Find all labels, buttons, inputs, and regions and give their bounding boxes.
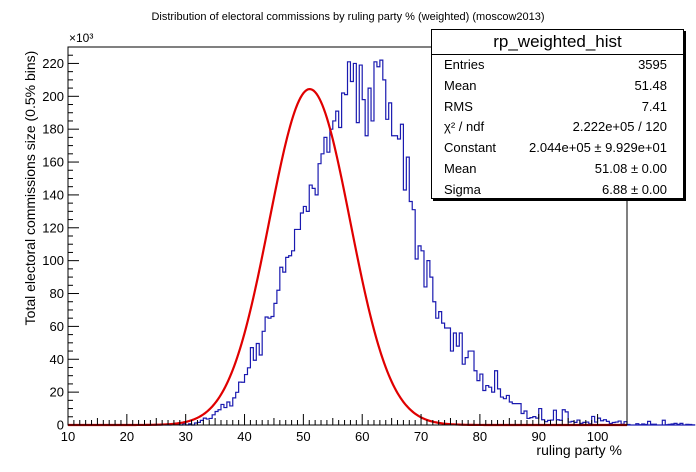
x-tick-label: 80 (473, 429, 487, 444)
stats-label: RMS (444, 98, 473, 114)
y-tick-label: 80 (50, 286, 64, 301)
x-tick-label: 60 (355, 429, 369, 444)
stats-label: Mean (444, 160, 477, 176)
y-tick-label: 0 (57, 418, 64, 433)
x-axis-label: ruling party % (536, 442, 622, 458)
stats-label: Mean (444, 77, 477, 93)
stats-box-title: rp_weighted_hist (432, 30, 683, 55)
stats-row: Mean 51.08 ± 0.00 (432, 159, 683, 180)
stats-box: rp_weighted_hist Entries 3595 Mean 51.48 RMS… (431, 29, 684, 199)
y-tick-label: 180 (42, 122, 64, 137)
y-axis-label: Total electoral commissions size (0.5% b… (22, 51, 38, 326)
stats-value: 6.88 ± 0.00 (602, 181, 667, 197)
x-tick-label: 90 (532, 429, 546, 444)
stats-value: 7.41 (641, 98, 667, 114)
x-tick-label: 70 (414, 429, 428, 444)
y-axis-exponent: ×10³ (69, 31, 93, 45)
x-tick-label: 40 (237, 429, 251, 444)
stats-row: Mean 51.48 (432, 76, 683, 97)
stats-value: 2.044e+05 ± 9.929e+01 (529, 140, 667, 156)
y-tick-label: 40 (50, 352, 64, 367)
y-tick-label: 220 (42, 56, 64, 71)
stats-label: Entries (444, 57, 485, 72)
stats-row: Constant 2.044e+05 ± 9.929e+01 (432, 138, 683, 159)
stats-row: RMS 7.41 (432, 97, 683, 118)
stats-label: Sigma (444, 181, 481, 197)
x-tick-label: 20 (120, 429, 134, 444)
y-tick-label: 60 (50, 319, 64, 334)
x-tick-label: 100 (587, 429, 609, 444)
x-tick-label: 30 (178, 429, 192, 444)
histogram-line (68, 59, 696, 426)
stats-value: 2.222e+05 / 120 (572, 119, 667, 135)
y-tick-label: 200 (42, 89, 64, 104)
stats-value: 51.48 (634, 77, 667, 93)
y-tick-label: 20 (50, 385, 64, 400)
x-tick-label: 50 (296, 429, 310, 444)
stats-label: χ² / ndf (444, 119, 485, 135)
y-tick-label: 100 (42, 253, 64, 268)
x-tick-label: 10 (61, 429, 75, 444)
chart-title: Distribution of electoral commissions by… (151, 11, 544, 23)
stats-value: 3595 (638, 57, 667, 72)
y-tick-label: 160 (42, 155, 64, 170)
stats-value: 51.08 ± 0.00 (594, 160, 667, 176)
y-tick-label: 120 (42, 220, 64, 235)
y-tick-label: 140 (42, 187, 64, 202)
stats-row: χ² / ndf 2.222e+05 / 120 (432, 117, 683, 138)
stats-label: Constant (444, 140, 497, 156)
stats-row: Entries 3595 (432, 55, 683, 76)
stats-row: Sigma 6.88 ± 0.00 (432, 180, 683, 201)
